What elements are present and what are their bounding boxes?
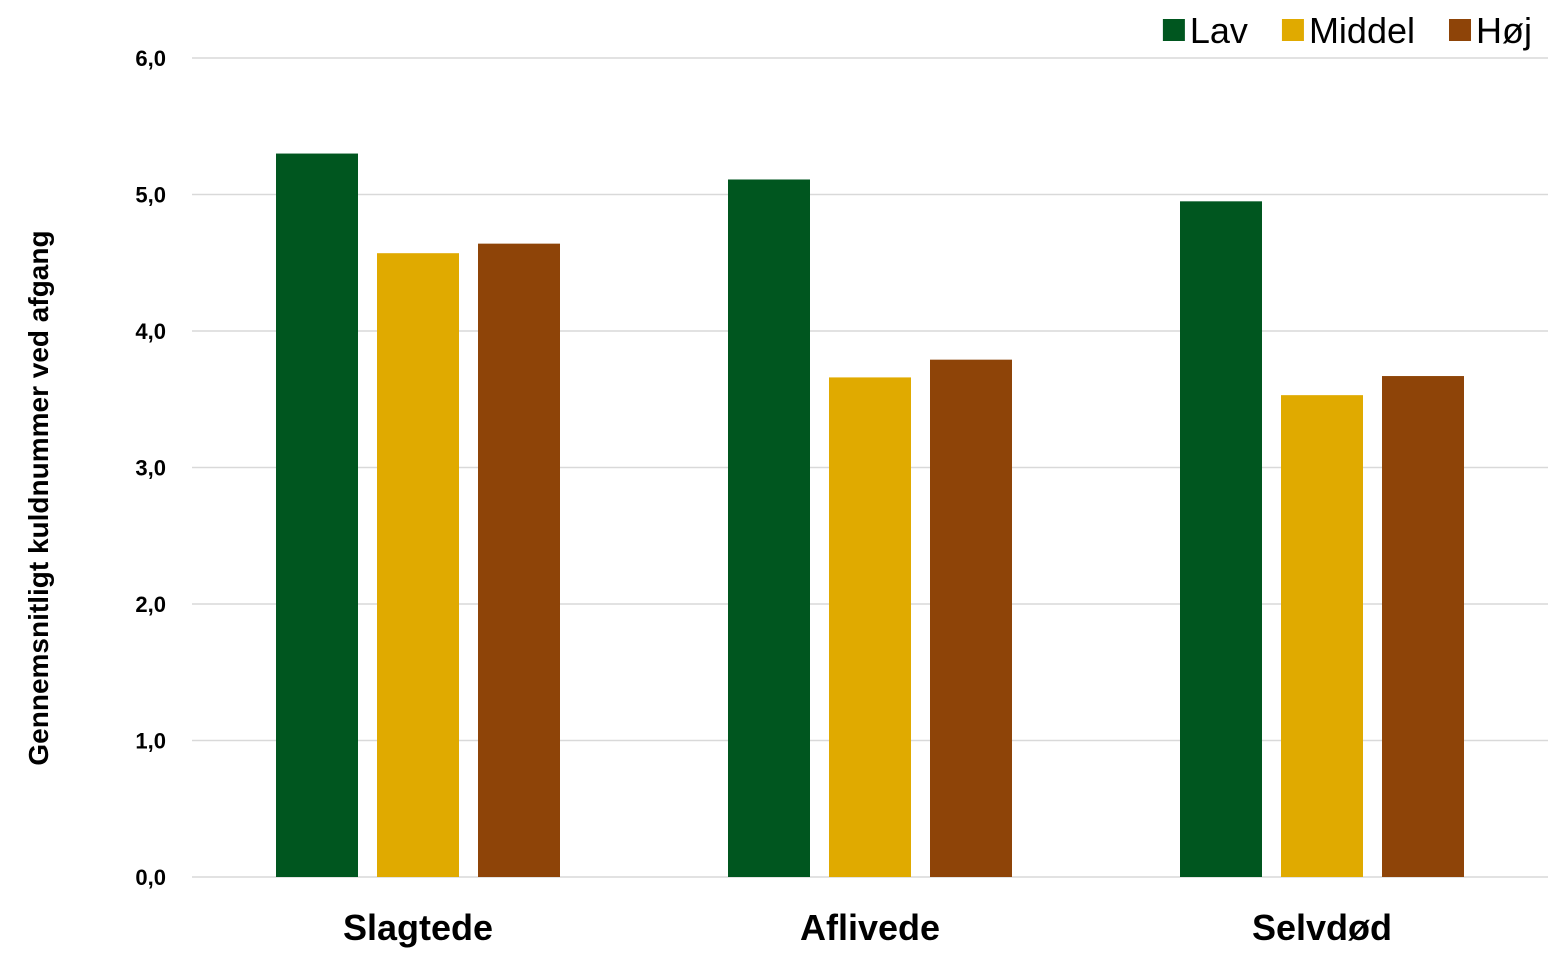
legend-swatch (1281, 19, 1304, 41)
legend-item: Lav (1162, 10, 1248, 51)
bar-høj-aflivede (930, 359, 1012, 877)
legend-swatch (1162, 19, 1185, 41)
y-tick-label: 6,0 (135, 46, 166, 71)
y-tick-label: 4,0 (135, 319, 166, 344)
legend-label: Middel (1309, 10, 1415, 51)
bar-høj-slagtede (478, 243, 560, 877)
bar-høj-selvdød (1382, 376, 1464, 877)
bar-middel-slagtede (377, 253, 459, 877)
y-tick-label: 1,0 (135, 729, 166, 754)
x-category-label: Slagtede (343, 907, 493, 948)
bar-middel-aflivede (829, 377, 911, 877)
legend-label: Lav (1190, 10, 1248, 51)
x-category-label: Selvdød (1252, 907, 1392, 948)
legend: Lav Middel Høj (1162, 10, 1532, 51)
x-axis-categories: Slagtede Aflivede Selvdød (343, 907, 1392, 948)
legend-label: Høj (1476, 10, 1532, 51)
y-tick-label: 2,0 (135, 592, 166, 617)
bar-lav-slagtede (276, 153, 358, 878)
legend-item: Høj (1449, 10, 1532, 51)
y-tick-label: 0,0 (135, 865, 166, 890)
bar-lav-aflivede (728, 179, 810, 878)
legend-swatch (1449, 19, 1471, 41)
legend-item: Middel (1281, 10, 1415, 51)
bar-middel-selvdød (1281, 395, 1363, 877)
y-tick-label: 5,0 (135, 183, 166, 208)
bar-lav-selvdød (1180, 201, 1262, 877)
bars (276, 153, 1464, 878)
y-axis-ticks: 0,0 1,0 2,0 3,0 4,0 5,0 6,0 (135, 46, 166, 890)
y-axis-label: Gennemsnitligt kuldnummer ved afgang (23, 230, 54, 765)
y-tick-label: 3,0 (135, 456, 166, 481)
x-category-label: Aflivede (800, 907, 940, 948)
